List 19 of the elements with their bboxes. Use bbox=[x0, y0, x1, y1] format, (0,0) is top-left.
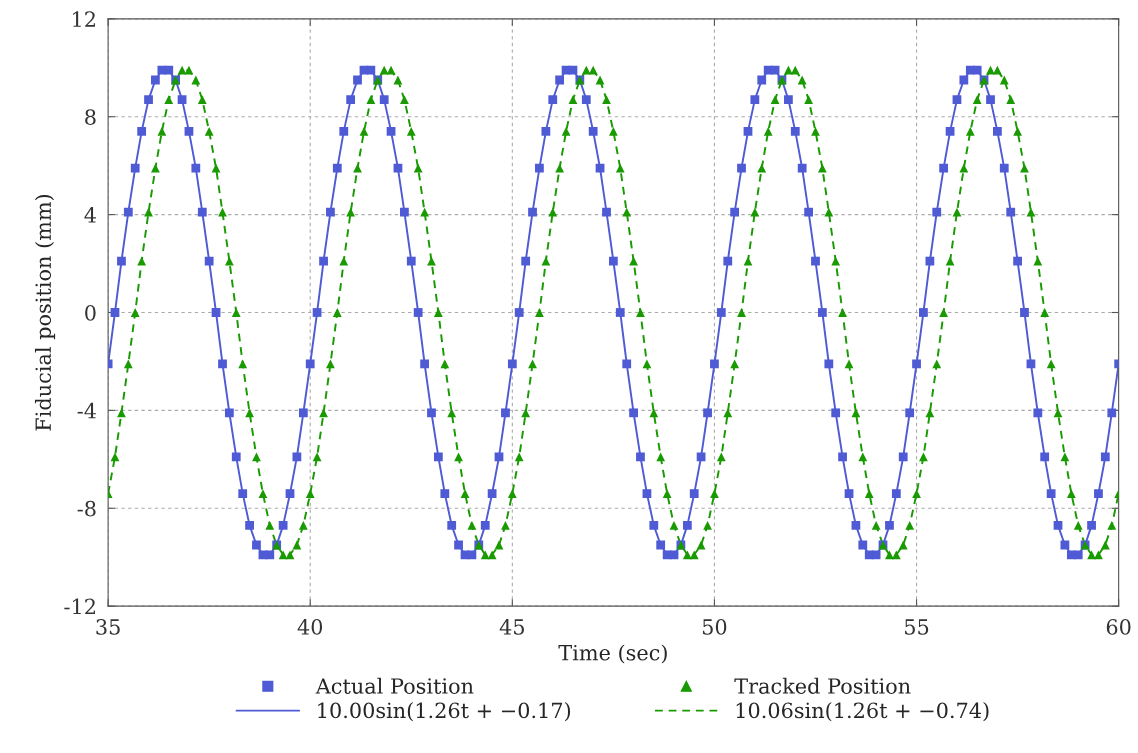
x-tick-label: 45 bbox=[499, 619, 524, 635]
legend-label: Actual Position bbox=[315, 677, 474, 694]
legend-label: Tracked Position bbox=[734, 677, 911, 694]
y-tick-label: -4 bbox=[77, 402, 96, 419]
y-tick-label: 0 bbox=[85, 304, 96, 321]
y-tick-label: 8 bbox=[85, 109, 96, 125]
y-tick-label: -8 bbox=[77, 500, 96, 517]
y-tick-label: 4 bbox=[84, 207, 96, 223]
x-tick-label: 55 bbox=[905, 619, 929, 635]
x-tick-label: 40 bbox=[297, 619, 323, 635]
x-tick-label: 50 bbox=[702, 619, 727, 635]
legend-label: 10.06sin(1.26t + −0.74) bbox=[736, 702, 989, 722]
x-tick-label: 60 bbox=[1106, 619, 1131, 635]
legend-label: 10.00sin(1.26t + −0.17) bbox=[318, 702, 571, 722]
y-axis-title: Fiducial position (mm) bbox=[34, 194, 56, 431]
x-axis-title: Time (sec) bbox=[558, 644, 667, 664]
x-tick-label: 35 bbox=[96, 619, 120, 635]
y-tick-label: 12 bbox=[73, 11, 95, 27]
y-tick-label: -12 bbox=[64, 598, 95, 615]
